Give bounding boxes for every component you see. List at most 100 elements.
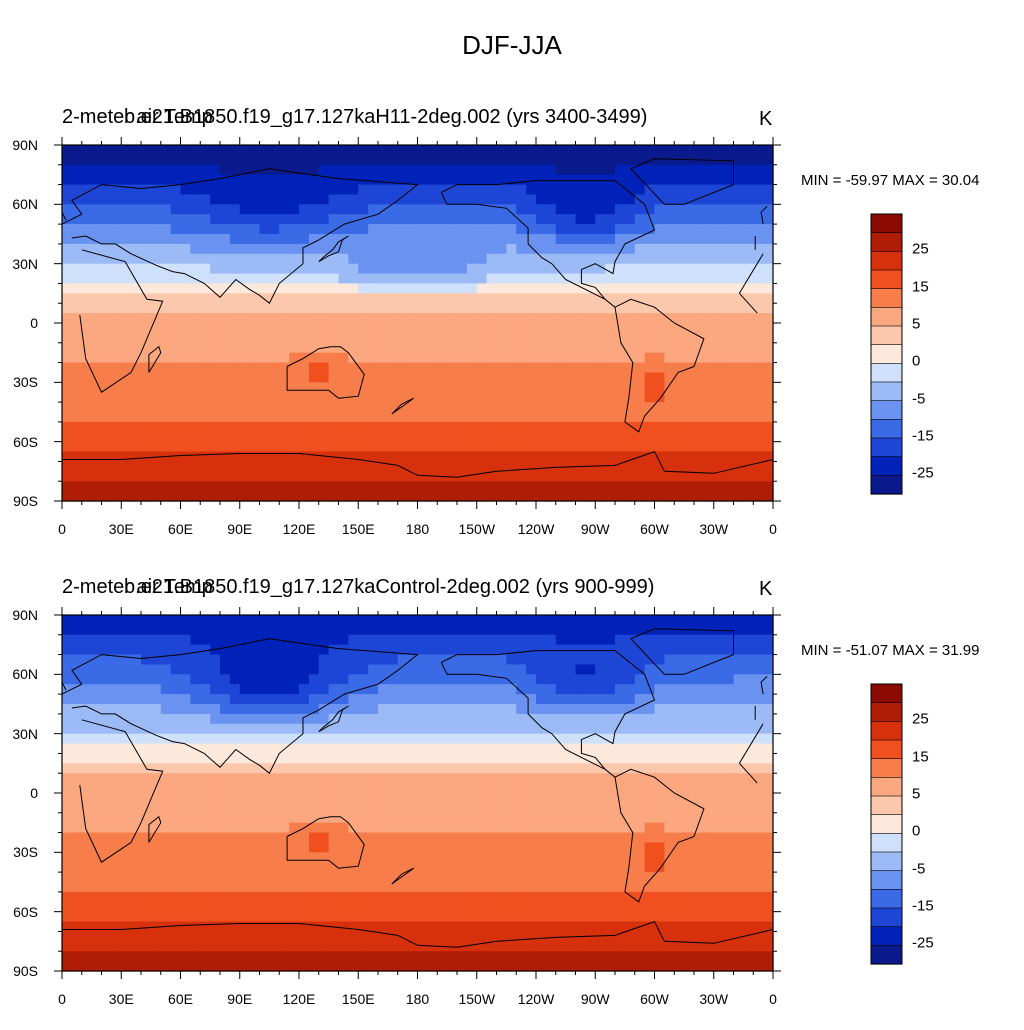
contour-cell bbox=[408, 625, 418, 635]
contour-cell bbox=[102, 694, 112, 704]
contour-cell bbox=[576, 635, 586, 645]
contour-cell bbox=[526, 833, 536, 843]
contour-cell bbox=[161, 372, 171, 382]
contour-cell bbox=[743, 684, 753, 694]
contour-cell bbox=[734, 422, 744, 432]
contour-cell bbox=[585, 674, 595, 684]
contour-cell bbox=[190, 283, 200, 293]
contour-cell bbox=[536, 343, 546, 353]
contour-cell bbox=[269, 704, 279, 714]
contour-cell bbox=[171, 254, 181, 264]
contour-cell bbox=[724, 763, 734, 773]
contour-cell bbox=[753, 264, 763, 274]
contour-cell bbox=[427, 175, 437, 185]
contour-cell bbox=[734, 155, 744, 165]
contour-cell bbox=[240, 402, 250, 412]
contour-cell bbox=[418, 793, 428, 803]
contour-cell bbox=[230, 224, 240, 234]
contour-cell bbox=[694, 704, 704, 714]
contour-cell bbox=[487, 254, 497, 264]
contour-cell bbox=[210, 852, 220, 862]
contour-cell bbox=[181, 224, 191, 234]
contour-cell bbox=[566, 823, 576, 833]
contour-cell bbox=[477, 293, 487, 303]
contour-cell bbox=[72, 422, 82, 432]
contour-cell bbox=[753, 372, 763, 382]
contour-cell bbox=[220, 323, 230, 333]
contour-cell bbox=[418, 714, 428, 724]
contour-cell bbox=[516, 244, 526, 254]
contour-cell bbox=[398, 224, 408, 234]
contour-cell bbox=[82, 892, 92, 902]
contour-cell bbox=[240, 625, 250, 635]
contour-cell bbox=[576, 793, 586, 803]
contour-cell bbox=[368, 714, 378, 724]
contour-cell bbox=[358, 283, 368, 293]
contour-cell bbox=[92, 635, 102, 645]
contour-cell bbox=[625, 244, 635, 254]
contour-cell bbox=[427, 793, 437, 803]
contour-cell bbox=[279, 655, 289, 665]
contour-cell bbox=[497, 442, 507, 452]
contour-cell bbox=[536, 773, 546, 783]
contour-cell bbox=[743, 664, 753, 674]
contour-cell bbox=[645, 382, 655, 392]
contour-cell bbox=[546, 363, 556, 373]
contour-cell bbox=[339, 204, 349, 214]
contour-cell bbox=[457, 145, 467, 155]
contour-cell bbox=[467, 165, 477, 175]
contour-cell bbox=[714, 165, 724, 175]
contour-cell bbox=[319, 833, 329, 843]
contour-cell bbox=[674, 684, 684, 694]
contour-cell bbox=[339, 452, 349, 462]
contour-cell bbox=[92, 165, 102, 175]
contour-cell bbox=[62, 664, 72, 674]
contour-cell bbox=[102, 303, 112, 313]
contour-cell bbox=[664, 234, 674, 244]
contour-cell bbox=[289, 615, 299, 625]
contour-cell bbox=[437, 852, 447, 862]
contour-cell bbox=[111, 773, 121, 783]
contour-cell bbox=[645, 422, 655, 432]
contour-cell bbox=[674, 194, 684, 204]
contour-cell bbox=[467, 892, 477, 902]
contour-cell bbox=[576, 615, 586, 625]
contour-cell bbox=[418, 452, 428, 462]
contour-cell bbox=[427, 655, 437, 665]
contour-cell bbox=[121, 442, 131, 452]
contour-cell bbox=[121, 204, 131, 214]
contour-cell bbox=[388, 724, 398, 734]
contour-cell bbox=[487, 353, 497, 363]
contour-cell bbox=[348, 694, 358, 704]
contour-cell bbox=[408, 452, 418, 462]
contour-cell bbox=[240, 724, 250, 734]
contour-cell bbox=[437, 803, 447, 813]
contour-cell bbox=[684, 753, 694, 763]
contour-cell bbox=[269, 372, 279, 382]
contour-cell bbox=[655, 684, 665, 694]
contour-cell bbox=[378, 803, 388, 813]
contour-cell bbox=[250, 625, 260, 635]
contour-cell bbox=[121, 145, 131, 155]
contour-cell bbox=[694, 254, 704, 264]
contour-cell bbox=[566, 882, 576, 892]
contour-cell bbox=[585, 823, 595, 833]
contour-cell bbox=[220, 783, 230, 793]
contour-cell bbox=[684, 892, 694, 902]
contour-cell bbox=[585, 343, 595, 353]
contour-cell bbox=[171, 615, 181, 625]
contour-cell bbox=[358, 303, 368, 313]
contour-cell bbox=[250, 813, 260, 823]
contour-cell bbox=[516, 862, 526, 872]
contour-cell bbox=[516, 615, 526, 625]
contour-cell bbox=[250, 714, 260, 724]
contour-cell bbox=[299, 783, 309, 793]
contour-cell bbox=[299, 274, 309, 284]
contour-cell bbox=[684, 882, 694, 892]
contour-cell bbox=[487, 402, 497, 412]
contour-cell bbox=[72, 214, 82, 224]
contour-cell bbox=[615, 882, 625, 892]
contour-cell bbox=[161, 224, 171, 234]
contour-cell bbox=[743, 442, 753, 452]
contour-cell bbox=[161, 882, 171, 892]
